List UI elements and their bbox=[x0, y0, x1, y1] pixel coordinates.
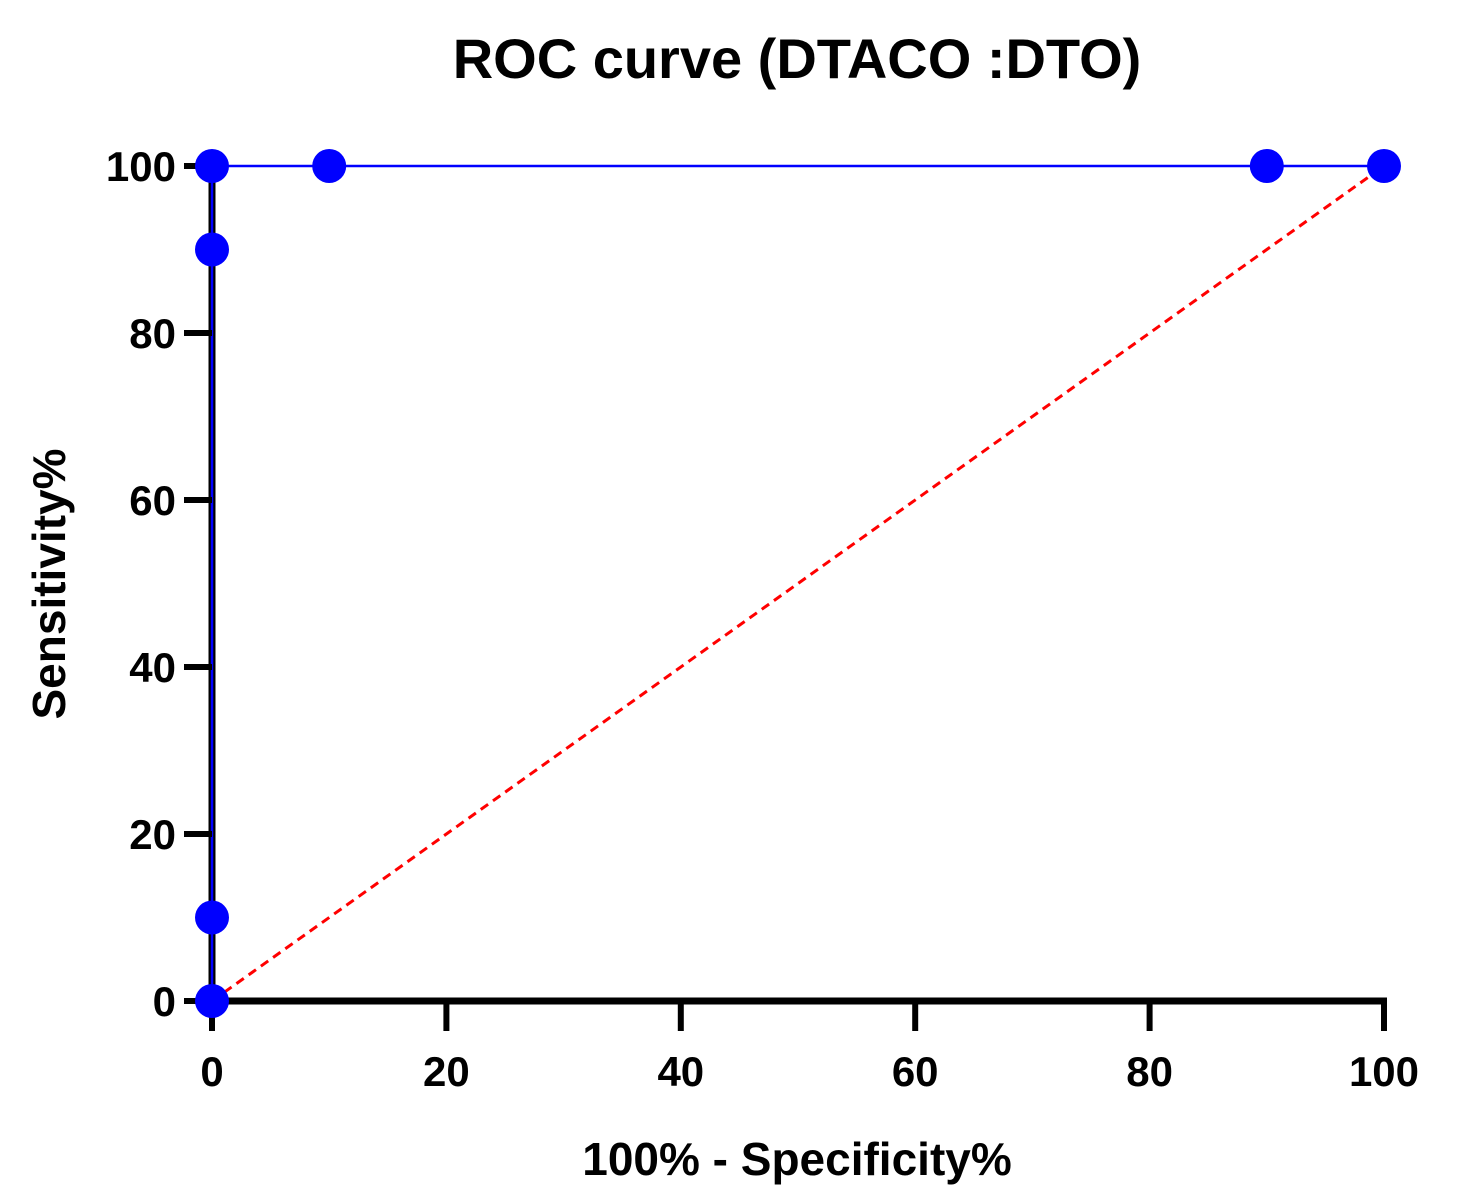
x-tick-label: 20 bbox=[423, 1048, 470, 1095]
roc-data-point bbox=[195, 149, 229, 183]
roc-data-point bbox=[1249, 149, 1284, 183]
chart-title: ROC curve (DTACO :DTO) bbox=[453, 27, 1142, 90]
axes: 0 20 40 60 80 100 0 20 40 60 80 100 bbox=[106, 143, 1419, 1095]
x-tick-label: 80 bbox=[1126, 1048, 1173, 1095]
x-tick-label: 40 bbox=[657, 1048, 704, 1095]
y-tick-label: 60 bbox=[129, 477, 176, 524]
x-tick-label: 0 bbox=[200, 1048, 223, 1095]
plot-area bbox=[210, 164, 1385, 1003]
y-tick-label: 100 bbox=[106, 143, 176, 190]
x-tick-label: 100 bbox=[1349, 1048, 1419, 1095]
roc-data-point bbox=[1367, 149, 1401, 183]
y-tick-label: 0 bbox=[153, 978, 176, 1025]
reference-diagonal-line bbox=[211, 164, 1385, 1003]
y-tick-label: 80 bbox=[129, 310, 176, 357]
y-axis-label: Sensitivity% bbox=[23, 449, 75, 720]
data-markers bbox=[195, 149, 1401, 1018]
roc-data-point bbox=[195, 900, 229, 935]
roc-data-point bbox=[312, 149, 347, 183]
roc-data-point bbox=[195, 984, 229, 1018]
x-tick-label: 60 bbox=[892, 1048, 939, 1095]
x-axis-label: 100% - Specificity% bbox=[582, 1133, 1012, 1185]
roc-data-point bbox=[195, 232, 229, 267]
y-tick-label: 20 bbox=[129, 811, 176, 858]
y-tick-label: 40 bbox=[129, 644, 176, 691]
